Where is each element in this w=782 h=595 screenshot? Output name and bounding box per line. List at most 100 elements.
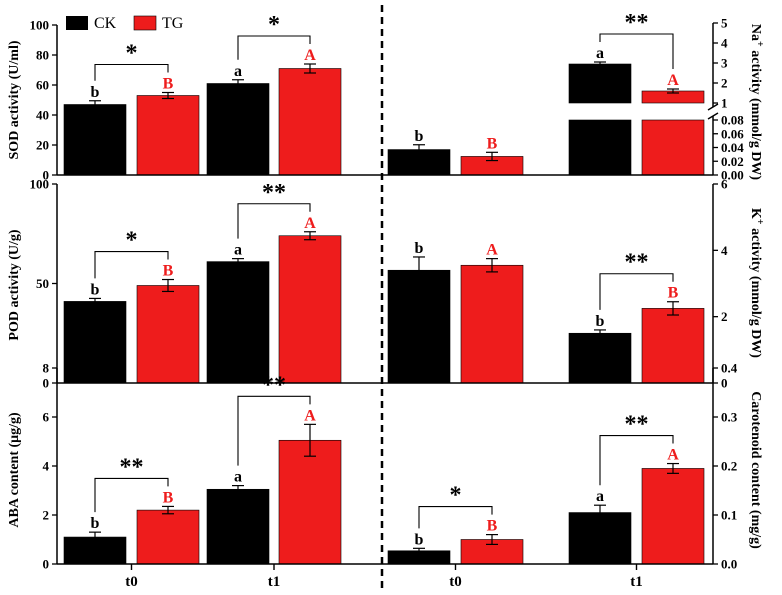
significance-bracket-car-t1 — [599, 435, 674, 486]
bar-sod-CK-t1 — [206, 83, 270, 176]
y-tick-label-pod: 50 — [36, 276, 49, 291]
y-tick-label-na: 0.08 — [721, 113, 744, 128]
significance-stars-aba-t0: ** — [120, 454, 144, 480]
significance-stars-pod-t0: * — [126, 228, 138, 254]
significance-bracket-aba-t1 — [237, 395, 311, 466]
y-tick-label-sod: 20 — [36, 138, 49, 153]
sig-letter-aba-TG-t0: B — [163, 489, 174, 506]
bar-pod-CK-t0 — [63, 301, 127, 384]
bar-car-TG-t1 — [641, 468, 705, 565]
y-tick-label-aba: 2 — [43, 508, 50, 523]
sig-letter-car-CK-t0: b — [415, 531, 424, 548]
sig-letter-k-CK-t0: b — [415, 240, 424, 257]
y-tick-label-sod: 80 — [36, 48, 49, 63]
y-tick-label-aba: 6 — [43, 410, 50, 425]
significance-bracket-sod-t0 — [94, 63, 169, 81]
significance-bracket-car-t0 — [418, 506, 493, 529]
sig-letter-k-CK-t1: b — [596, 313, 605, 330]
sig-letter-na: a — [596, 45, 604, 62]
y-tick-label-k: 0 — [721, 376, 728, 391]
bar-na-CK-t1-lower — [568, 119, 632, 176]
sig-letter-sod-TG-t0: B — [163, 76, 174, 93]
sig-letter-aba-CK-t1: a — [234, 469, 242, 486]
bar-car-CK-t1 — [568, 512, 632, 565]
significance-stars-aba-t1: ** — [262, 372, 286, 398]
significance-stars-sod-t0: * — [126, 41, 138, 67]
y-axis-label-aba: ABA content (μg/g) — [7, 412, 22, 528]
significance-stars-car-t0: * — [450, 483, 462, 509]
x-tick-label: t1 — [630, 574, 643, 590]
chart-na: 1 2 3 4 5 0.000.020.040.060.08 Na+ activity (m… — [387, 10, 766, 183]
sig-letter-sod-CK-t1: a — [234, 63, 242, 80]
significance-stars-car-t1: ** — [625, 412, 649, 438]
x-tick-label: t0 — [449, 574, 462, 590]
sig-letter-car-TG-t1: A — [667, 447, 679, 464]
y-tick-label-k: 2 — [721, 309, 728, 324]
bar-aba-CK-t1 — [206, 488, 270, 565]
y-axis-label-na: Na+ activity (mmol/g DW) — [748, 24, 766, 181]
y-axis-label-carotenoid: Carotenoid content (mg/g) — [748, 391, 763, 549]
bar-aba-TG-t1 — [278, 439, 342, 565]
significance-stars-sod-t1: * — [268, 12, 280, 38]
y-axis-label-pod: POD activity (U/g) — [7, 229, 22, 341]
y-axis-label-k: K+ activity (mmol/g DW) — [748, 208, 766, 358]
significance-bracket-aba-t0 — [94, 477, 169, 513]
sig-letter-k-TG-t1: B — [668, 285, 679, 302]
bar-pod-TG-t1 — [278, 235, 342, 384]
sig-letter-pod-TG-t1: A — [304, 215, 316, 232]
y-tick-label-car: 0.4 — [721, 361, 738, 376]
sig-letter-sod-CK-t0: b — [91, 84, 100, 101]
sig-letter-car-TG-t0: B — [487, 518, 498, 535]
panel-frame: t0 t1 t0 t1 — [57, 5, 713, 592]
y-tick-label-na: 2 — [721, 76, 728, 91]
bar-sod-CK-t0 — [63, 104, 127, 176]
bar-pod-CK-t1 — [206, 261, 270, 384]
sig-letter-pod-CK-t0: b — [91, 281, 100, 298]
y-tick-label-aba: 4 — [43, 459, 50, 474]
bar-na-TG-t1-lower — [641, 119, 705, 176]
significance-stars-k-t1: ** — [625, 250, 649, 276]
y-tick-label-pod: 100 — [30, 177, 50, 192]
sig-letter-na: A — [667, 72, 679, 89]
significance-bracket-na — [599, 33, 674, 69]
bar-sod-TG-t0 — [136, 95, 200, 176]
y-tick-label-aba: 8 — [43, 361, 50, 376]
y-tick-label-na: 5 — [721, 16, 728, 31]
significance-bracket-pod-t0 — [94, 250, 169, 279]
y-tick-label-na: 0.02 — [721, 154, 744, 169]
y-tick-label-sod: 100 — [30, 18, 50, 33]
legend-label-ck: CK — [94, 15, 117, 32]
y-tick-label-pod: 0 — [43, 376, 50, 391]
y-tick-label-k: 4 — [721, 243, 728, 258]
y-tick-label-sod: 40 — [36, 108, 49, 123]
significance-bracket-sod-t1 — [237, 35, 311, 60]
y-tick-label-sod: 0 — [43, 168, 50, 183]
y-tick-label-k: 6 — [721, 177, 728, 192]
sig-letter-na: B — [487, 135, 498, 152]
y-tick-label-car: 0.1 — [721, 508, 737, 523]
chart-aba: 0 2 4 6 8 ABA content (μg/g) b B ** a A ** — [7, 361, 342, 572]
chart-carotenoid: 0.0 0.1 0.2 0.3 0.4 Carotenoid content (mg/g)… — [387, 361, 763, 572]
y-tick-label-na: 1 — [721, 96, 728, 111]
bar-k-TG-t1 — [641, 308, 705, 384]
sig-letter-na-CK-t0: b — [415, 128, 424, 145]
chart-sod: 0 20 40 60 80 100 SOD activity (U/ml) b B * a A * CK T… — [7, 12, 342, 183]
chart-k: 0 2 4 6 K+ activity (mmol/g DW) b Ab B ** — [387, 177, 766, 391]
y-axis-label-sod: SOD activity (U/ml) — [7, 40, 22, 159]
bar-k-CK-t0 — [387, 269, 451, 384]
sig-letter-sod-TG-t1: A — [304, 47, 316, 64]
y-tick-label-na: 4 — [721, 36, 728, 51]
legend-label-tg: TG — [162, 15, 184, 32]
bar-pod-TG-t0 — [136, 285, 200, 384]
y-tick-label-car: 0.2 — [721, 459, 737, 474]
sig-letter-car-CK-t1: a — [596, 488, 604, 505]
y-tick-label-aba: 0 — [43, 557, 50, 572]
x-tick-label: t1 — [268, 574, 281, 590]
bar-na-CK-t1-upper — [568, 63, 632, 104]
y-tick-label-na: 3 — [721, 56, 728, 71]
sig-letter-pod-TG-t0: B — [163, 263, 174, 280]
legend-swatch-ck — [66, 16, 88, 30]
chart-pod: 0 50 100 POD activity (U/g) b B * a A ** — [7, 177, 342, 391]
x-tick-label: t0 — [125, 574, 138, 590]
y-tick-label-na: 0.06 — [721, 126, 744, 141]
